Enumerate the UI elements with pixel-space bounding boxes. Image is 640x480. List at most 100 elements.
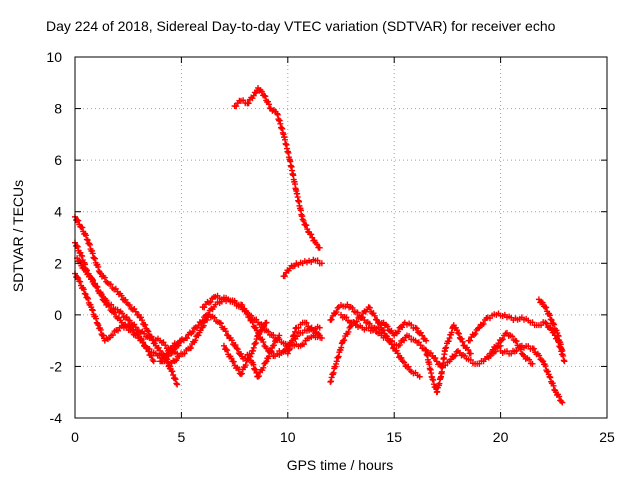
x-tick-label: 20 xyxy=(493,429,509,445)
data-point xyxy=(80,286,87,293)
data-point xyxy=(132,308,139,315)
data-point xyxy=(220,342,227,349)
data-point xyxy=(233,345,240,352)
data-point xyxy=(172,376,179,383)
data-point xyxy=(405,363,412,370)
data-point xyxy=(91,255,98,262)
data-point xyxy=(295,324,302,331)
data-point xyxy=(137,314,144,321)
data-point xyxy=(260,364,267,371)
data-point xyxy=(148,352,155,359)
data-point xyxy=(141,330,148,337)
data-point xyxy=(224,347,231,354)
data-point xyxy=(430,377,437,384)
data-point xyxy=(547,374,554,381)
data-point xyxy=(238,370,245,377)
data-point xyxy=(144,327,151,334)
data-point xyxy=(526,356,533,363)
data-point xyxy=(107,281,114,288)
data-point xyxy=(529,360,536,367)
data-point xyxy=(300,341,307,348)
data-points xyxy=(72,84,568,406)
data-point xyxy=(546,373,553,380)
data-point xyxy=(442,345,449,352)
data-point xyxy=(328,316,335,323)
data-point xyxy=(448,329,455,336)
data-point xyxy=(145,328,152,335)
chart-title: Day 224 of 2018, Sidereal Day-to-day VTE… xyxy=(46,18,556,34)
series-sat-d xyxy=(74,255,181,357)
data-point xyxy=(472,330,479,337)
data-point xyxy=(476,324,483,331)
data-point xyxy=(207,298,214,305)
x-tick-label: 0 xyxy=(71,429,79,445)
data-point xyxy=(542,363,549,370)
data-point xyxy=(171,375,178,382)
data-point xyxy=(265,328,272,335)
data-point xyxy=(455,329,462,336)
data-point xyxy=(270,332,277,339)
data-point xyxy=(126,317,133,324)
data-point xyxy=(316,324,323,331)
data-point xyxy=(517,346,524,353)
data-point xyxy=(401,359,408,366)
data-point xyxy=(559,347,566,354)
data-point xyxy=(174,381,181,388)
data-point xyxy=(203,317,210,324)
data-point xyxy=(163,351,170,358)
data-point xyxy=(265,353,272,360)
data-point xyxy=(228,355,235,362)
data-point xyxy=(548,317,555,324)
x-tick-label: 10 xyxy=(280,429,296,445)
data-point xyxy=(84,237,91,244)
data-point xyxy=(81,265,88,272)
data-point xyxy=(350,319,357,326)
data-point xyxy=(74,243,81,250)
data-point xyxy=(458,335,465,342)
data-point xyxy=(244,309,251,316)
data-point xyxy=(157,347,164,354)
data-point xyxy=(90,277,97,284)
data-point xyxy=(184,335,191,342)
data-point xyxy=(234,346,241,353)
data-point xyxy=(108,301,115,308)
data-point xyxy=(250,344,257,351)
y-tick-label: 2 xyxy=(54,255,62,271)
data-point xyxy=(79,253,86,260)
data-point xyxy=(169,368,176,375)
data-point xyxy=(387,338,394,345)
data-point xyxy=(217,320,224,327)
data-point xyxy=(250,361,257,368)
data-point xyxy=(253,316,260,323)
data-point xyxy=(187,344,194,351)
data-point xyxy=(79,224,86,231)
data-point xyxy=(158,358,165,365)
data-point xyxy=(189,328,196,335)
series-sat-k xyxy=(280,256,325,280)
data-point xyxy=(547,324,554,331)
data-point xyxy=(388,341,395,348)
series-sat-h xyxy=(220,332,283,380)
data-point xyxy=(109,332,116,339)
data-point xyxy=(230,358,237,365)
data-point xyxy=(253,369,260,376)
data-point xyxy=(538,322,545,329)
data-point xyxy=(94,283,101,290)
data-point xyxy=(416,373,423,380)
x-tick-label: 25 xyxy=(599,429,615,445)
y-tick-label: -2 xyxy=(50,358,63,374)
data-point xyxy=(175,340,182,347)
data-point xyxy=(103,297,110,304)
data-point xyxy=(315,330,322,337)
data-point xyxy=(101,274,108,281)
data-point xyxy=(138,335,145,342)
data-point xyxy=(281,273,288,280)
data-point xyxy=(75,217,82,224)
y-tick-label: 8 xyxy=(54,101,62,117)
data-point xyxy=(556,393,563,400)
data-point xyxy=(265,101,272,108)
data-point xyxy=(252,339,259,346)
y-tick-label: 6 xyxy=(54,152,62,168)
data-point xyxy=(222,328,229,335)
